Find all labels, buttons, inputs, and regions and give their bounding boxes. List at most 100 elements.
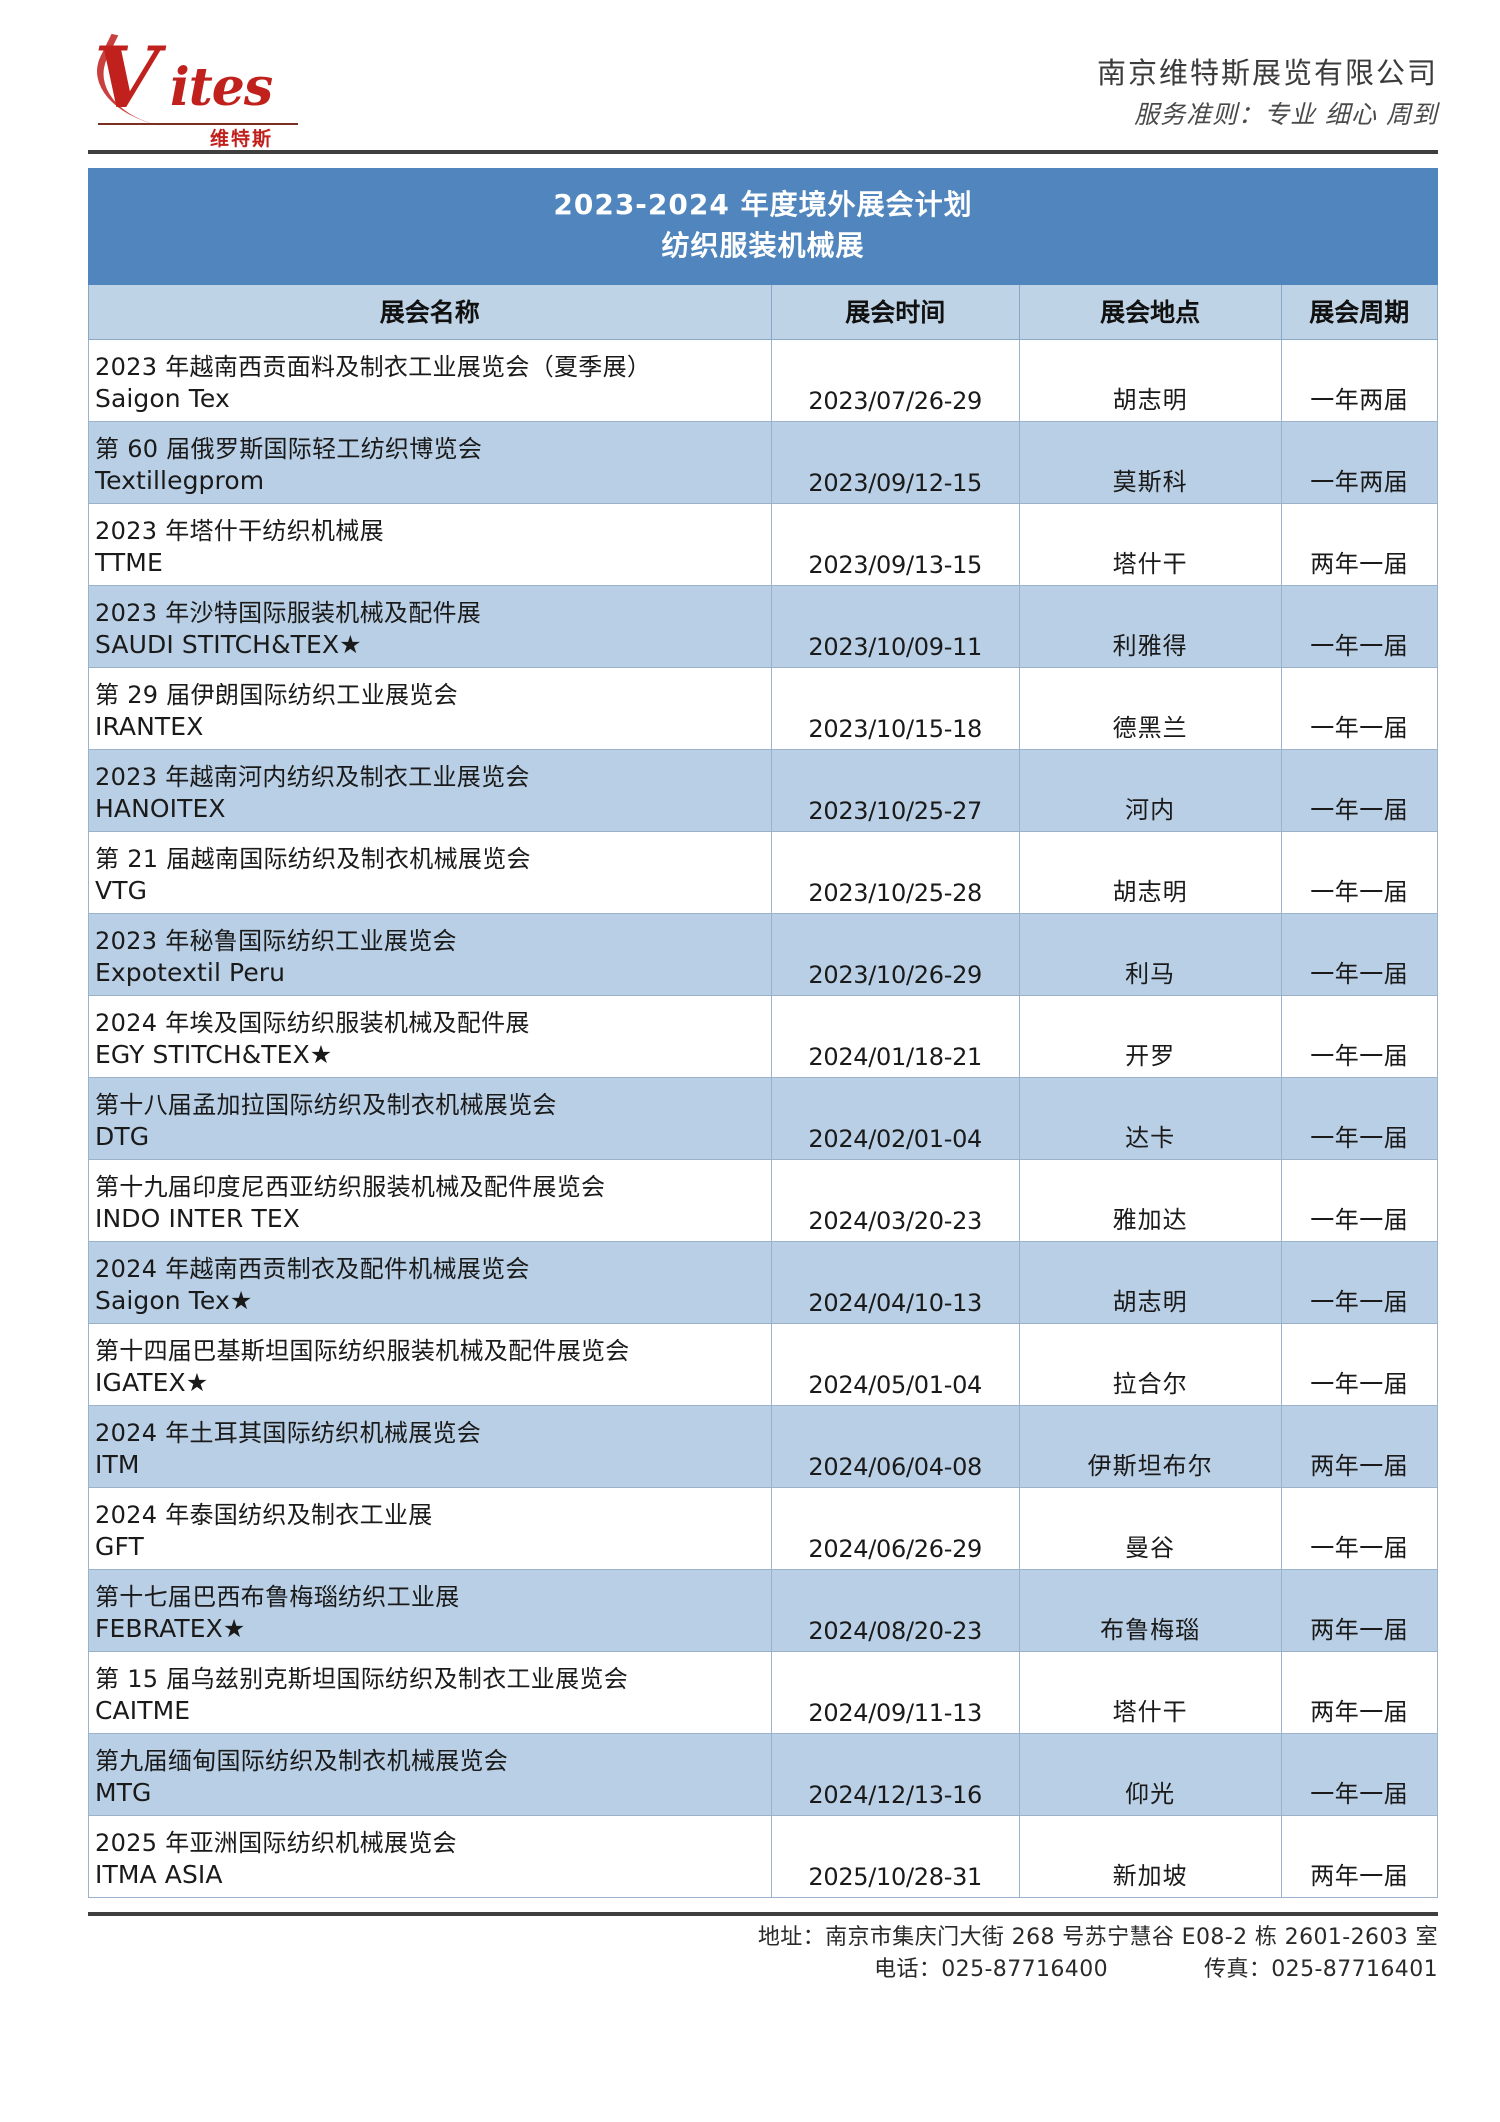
table-row: 2023 年越南河内纺织及制衣工业展览会 HANOITEX 2023/10/25-2… bbox=[88, 749, 1439, 833]
table-row: 2024 年越南西贡制衣及配件机械展览会 Saigon Tex★ 2024/04/1… bbox=[88, 1241, 1439, 1325]
cell-exhibition-name: 2024 年越南西贡制衣及配件机械展览会 Saigon Tex★ bbox=[88, 1241, 772, 1325]
cell-exhibition-cycle: 一年一届 bbox=[1280, 749, 1439, 833]
exhibition-name-cn: 第十九届印度尼西亚纺织服装机械及配件展览会 bbox=[95, 1173, 606, 1202]
column-header-name: 展会名称 bbox=[88, 284, 772, 341]
exhibition-name-en: IRANTEX bbox=[95, 712, 204, 742]
cell-exhibition-date: 2024/03/20-23 bbox=[770, 1159, 1020, 1243]
cell-exhibition-name: 2023 年越南西贡面料及制衣工业展览会（夏季展） Saigon Tex bbox=[88, 339, 772, 423]
exhibition-plan-table: 2023-2024 年度境外展会计划 纺织服装机械展 展会名称 展会时间 展会地… bbox=[88, 167, 1439, 1899]
table-row: 第十四届巴基斯坦国际纺织服装机械及配件展览会 IGATEX★ 2024/05/01-… bbox=[88, 1323, 1439, 1407]
exhibition-name-en: SAUDI STITCH&TEX★ bbox=[95, 630, 362, 660]
footer-fax: 传真：025-87716401 bbox=[1204, 1957, 1438, 1983]
exhibition-name-cn: 第 29 届伊朗国际纺织工业展览会 bbox=[95, 681, 458, 710]
cell-exhibition-name: 2025 年亚洲国际纺织机械展览会 ITMA ASIA bbox=[88, 1815, 772, 1899]
logo-chinese-name: 维特斯 bbox=[210, 128, 274, 150]
table-row: 2024 年土耳其国际纺织机械展览会 ITM 2024/06/04-08 伊斯坦布尔两… bbox=[88, 1405, 1439, 1489]
table-row: 2023 年沙特国际服装机械及配件展 SAUDI STITCH&TEX★ 2023/… bbox=[88, 585, 1439, 669]
exhibition-name-en: DTG bbox=[95, 1122, 150, 1152]
exhibition-name-cn: 第十七届巴西布鲁梅瑙纺织工业展 bbox=[95, 1583, 460, 1612]
cell-exhibition-place: 塔什干 bbox=[1018, 503, 1282, 587]
exhibition-name-en: ITMA ASIA bbox=[95, 1860, 223, 1890]
cell-exhibition-place: 塔什干 bbox=[1018, 1651, 1282, 1735]
cell-exhibition-place: 达卡 bbox=[1018, 1077, 1282, 1161]
logo-wordmark: ites bbox=[170, 57, 273, 118]
table-row: 2023 年越南西贡面料及制衣工业展览会（夏季展） Saigon Tex 2023/… bbox=[88, 339, 1439, 423]
exhibition-name-cn: 2023 年塔什干纺织机械展 bbox=[95, 517, 384, 546]
cell-exhibition-date: 2023/10/15-18 bbox=[770, 667, 1020, 751]
exhibition-name-cn: 2024 年泰国纺织及制衣工业展 bbox=[95, 1501, 433, 1530]
table-title-row: 2023-2024 年度境外展会计划 纺织服装机械展 bbox=[88, 167, 1438, 286]
cell-exhibition-cycle: 一年一届 bbox=[1280, 831, 1439, 915]
cell-exhibition-name: 第十八届孟加拉国际纺织及制衣机械展览会 DTG bbox=[88, 1077, 772, 1161]
footer-phone: 电话：025-87716400 bbox=[874, 1957, 1108, 1983]
cell-exhibition-date: 2024/04/10-13 bbox=[770, 1241, 1020, 1325]
table-title-line2: 纺织服装机械展 bbox=[661, 228, 865, 262]
cell-exhibition-date: 2023/10/09-11 bbox=[770, 585, 1020, 669]
cell-exhibition-name: 第 21 届越南国际纺织及制衣机械展览会 VTG bbox=[88, 831, 772, 915]
cell-exhibition-place: 莫斯科 bbox=[1018, 421, 1282, 505]
cell-exhibition-date: 2023/10/25-28 bbox=[770, 831, 1020, 915]
cell-exhibition-place: 曼谷 bbox=[1018, 1487, 1282, 1571]
cell-exhibition-date: 2023/07/26-29 bbox=[770, 339, 1020, 423]
exhibition-name-cn: 2023 年沙特国际服装机械及配件展 bbox=[95, 599, 482, 628]
cell-exhibition-cycle: 一年两届 bbox=[1280, 421, 1439, 505]
table-row: 2023 年塔什干纺织机械展 TTME 2023/09/13-15 塔什干 两年一届 bbox=[88, 503, 1439, 587]
exhibition-name-en: GFT bbox=[95, 1532, 144, 1562]
exhibition-name-en: Textillegprom bbox=[95, 466, 265, 496]
table-row: 第十九届印度尼西亚纺织服装机械及配件展览会 INDO INTER TEX 2024/… bbox=[88, 1159, 1439, 1243]
exhibition-name-cn: 第 60 届俄罗斯国际轻工纺织博览会 bbox=[95, 435, 483, 464]
table-row: 2024 年埃及国际纺织服装机械及配件展 EGY STITCH&TEX★ 2024/… bbox=[88, 995, 1439, 1079]
table-header-row: 展会名称 展会时间 展会地点 展会周期 bbox=[88, 284, 1439, 341]
cell-exhibition-name: 2024 年埃及国际纺织服装机械及配件展 EGY STITCH&TEX★ bbox=[88, 995, 772, 1079]
company-logo: V ites 维特斯 bbox=[75, 28, 318, 150]
cell-exhibition-date: 2024/09/11-13 bbox=[770, 1651, 1020, 1735]
exhibition-name-cn: 2024 年土耳其国际纺织机械展览会 bbox=[95, 1419, 482, 1448]
cell-exhibition-date: 2024/01/18-21 bbox=[770, 995, 1020, 1079]
cell-exhibition-name: 2024 年泰国纺织及制衣工业展 GFT bbox=[88, 1487, 772, 1571]
table-row: 第 15 届乌兹别克斯坦国际纺织及制衣工业展览会 CAITME 2024/09/11… bbox=[88, 1651, 1439, 1735]
exhibition-name-cn: 第九届缅甸国际纺织及制衣机械展览会 bbox=[95, 1747, 509, 1776]
column-header-place: 展会地点 bbox=[1018, 284, 1282, 341]
cell-exhibition-name: 第十九届印度尼西亚纺织服装机械及配件展览会 INDO INTER TEX bbox=[88, 1159, 772, 1243]
cell-exhibition-place: 伊斯坦布尔 bbox=[1018, 1405, 1282, 1489]
cell-exhibition-cycle: 一年一届 bbox=[1280, 1323, 1439, 1407]
exhibition-name-cn: 2025 年亚洲国际纺织机械展览会 bbox=[95, 1829, 457, 1858]
exhibition-name-en: VTG bbox=[95, 876, 148, 906]
cell-exhibition-cycle: 一年一届 bbox=[1280, 1241, 1439, 1325]
cell-exhibition-cycle: 两年一届 bbox=[1280, 1651, 1439, 1735]
cell-exhibition-place: 胡志明 bbox=[1018, 339, 1282, 423]
cell-exhibition-name: 第九届缅甸国际纺织及制衣机械展览会 MTG bbox=[88, 1733, 772, 1817]
footer-divider bbox=[88, 1912, 1438, 1917]
company-name: 南京维特斯展览有限公司 bbox=[1096, 56, 1438, 91]
cell-exhibition-name: 第 15 届乌兹别克斯坦国际纺织及制衣工业展览会 CAITME bbox=[88, 1651, 772, 1735]
table-body: 2023 年越南西贡面料及制衣工业展览会（夏季展） Saigon Tex 2023/… bbox=[88, 339, 1439, 1899]
cell-exhibition-place: 仰光 bbox=[1018, 1733, 1282, 1817]
table-title: 2023-2024 年度境外展会计划 纺织服装机械展 bbox=[88, 167, 1438, 286]
letterhead: V ites 维特斯 南京维特斯展览有限公司 服务准则：专业 细心 周到 bbox=[0, 0, 1500, 150]
cell-exhibition-name: 第 29 届伊朗国际纺织工业展览会 IRANTEX bbox=[88, 667, 772, 751]
table-row: 2023 年秘鲁国际纺织工业展览会 Expotextil Peru 2023/10/… bbox=[88, 913, 1439, 997]
table-row: 第 60 届俄罗斯国际轻工纺织博览会 Textillegprom 2023/09/1… bbox=[88, 421, 1439, 505]
company-slogan: 服务准则：专业 细心 周到 bbox=[1134, 100, 1438, 129]
cell-exhibition-date: 2024/12/13-16 bbox=[770, 1733, 1020, 1817]
table-row: 第九届缅甸国际纺织及制衣机械展览会 MTG 2024/12/13-16 仰光 一年一届 bbox=[88, 1733, 1439, 1817]
exhibition-name-en: CAITME bbox=[95, 1696, 191, 1726]
cell-exhibition-name: 第 60 届俄罗斯国际轻工纺织博览会 Textillegprom bbox=[88, 421, 772, 505]
cell-exhibition-date: 2023/09/13-15 bbox=[770, 503, 1020, 587]
footer-contact-row: 电话：025-87716400 传真：025-87716401 bbox=[88, 1954, 1438, 1986]
exhibition-name-cn: 2024 年越南西贡制衣及配件机械展览会 bbox=[95, 1255, 530, 1284]
cell-exhibition-place: 拉合尔 bbox=[1018, 1323, 1282, 1407]
cell-exhibition-place: 开罗 bbox=[1018, 995, 1282, 1079]
table-row: 第十七届巴西布鲁梅瑙纺织工业展 FEBRATEX★ 2024/08/20-23 布鲁梅… bbox=[88, 1569, 1439, 1653]
cell-exhibition-name: 2023 年沙特国际服装机械及配件展 SAUDI STITCH&TEX★ bbox=[88, 585, 772, 669]
exhibition-name-en: INDO INTER TEX bbox=[95, 1204, 301, 1234]
cell-exhibition-name: 2023 年塔什干纺织机械展 TTME bbox=[88, 503, 772, 587]
footer-contact-inner: 电话：025-87716400 传真：025-87716401 bbox=[874, 1954, 1438, 1986]
cell-exhibition-cycle: 两年一届 bbox=[1280, 1569, 1439, 1653]
exhibition-name-en: FEBRATEX★ bbox=[95, 1614, 246, 1644]
cell-exhibition-date: 2025/10/28-31 bbox=[770, 1815, 1020, 1899]
cell-exhibition-cycle: 一年两届 bbox=[1280, 339, 1439, 423]
cell-exhibition-name: 2024 年土耳其国际纺织机械展览会 ITM bbox=[88, 1405, 772, 1489]
cell-exhibition-name: 2023 年越南河内纺织及制衣工业展览会 HANOITEX bbox=[88, 749, 772, 833]
footer-address: 地址：南京市集庆门大街 268 号苏宁慧谷 E08-2 栋 2601-2603 … bbox=[757, 1925, 1438, 1951]
